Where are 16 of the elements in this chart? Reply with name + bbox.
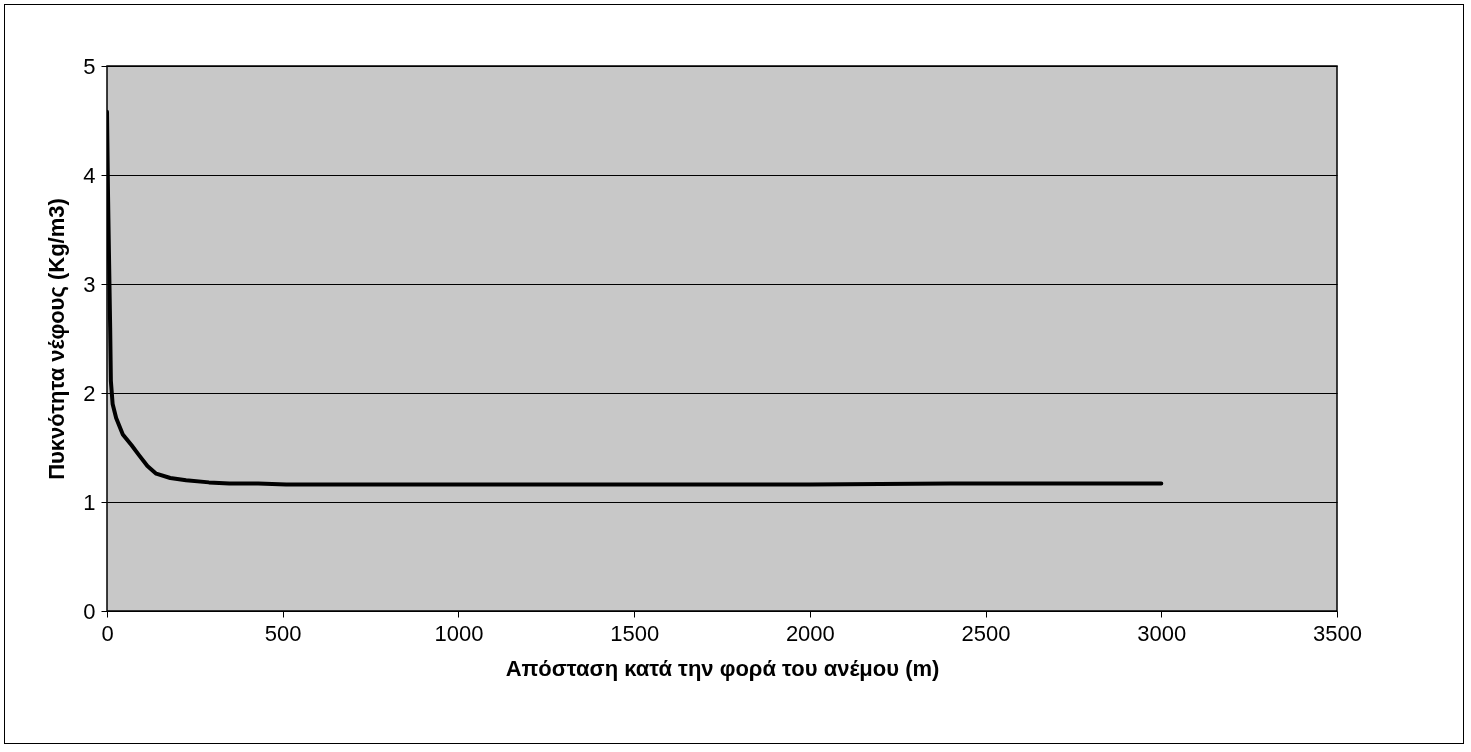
x-tick-label: 2000 [785, 620, 835, 646]
x-tick-label: 1000 [434, 620, 484, 646]
x-tick-label: 0 [101, 620, 114, 646]
x-tick-label: 3000 [1137, 620, 1187, 646]
y-tick-label: 1 [83, 489, 96, 515]
y-tick-label: 3 [83, 271, 96, 297]
x-axis-title: Απόσταση κατά την φορά του ανέμου (m) [505, 655, 940, 681]
x-tick-label: 500 [264, 620, 302, 646]
x-tick-label: 1500 [610, 620, 660, 646]
y-tick-label: 2 [83, 380, 96, 406]
y-axis-title: Πυκνότητα νέφους (Kg/m3) [44, 198, 70, 480]
y-tick-label: 5 [83, 53, 96, 79]
y-tick-label: 4 [83, 162, 96, 188]
x-tick-label: 2500 [961, 620, 1011, 646]
x-tick-label: 3500 [1313, 620, 1362, 646]
y-tick-label: 0 [83, 598, 96, 624]
